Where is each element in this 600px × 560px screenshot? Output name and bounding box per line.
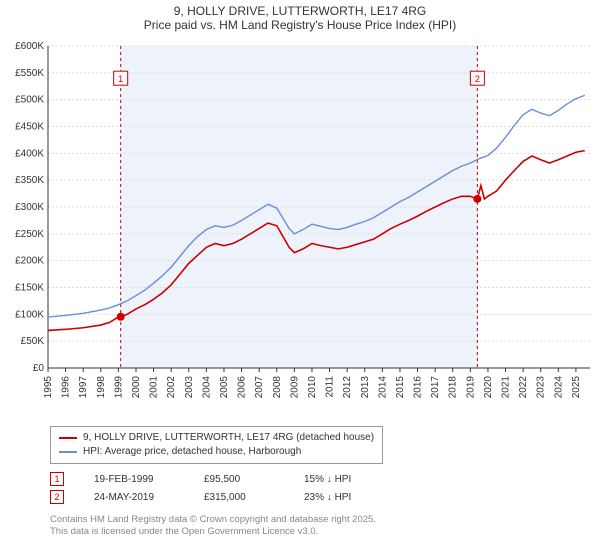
- svg-text:2003: 2003: [184, 376, 195, 399]
- footnote: Contains HM Land Registry data © Crown c…: [50, 514, 376, 538]
- chart-area: £0 £50K £100K £150K £200K £250K £300K £350K £400…: [0, 38, 600, 418]
- svg-text:1: 1: [118, 74, 123, 84]
- legend-label-2: HPI: Average price, detached house, Harb…: [83, 445, 301, 459]
- svg-text:2021: 2021: [501, 376, 512, 399]
- footnote-line1: Contains HM Land Registry data © Crown c…: [50, 514, 376, 526]
- svg-text:2020: 2020: [483, 376, 494, 399]
- svg-text:2016: 2016: [413, 376, 424, 399]
- svg-text:2022: 2022: [518, 376, 529, 399]
- svg-text:2: 2: [475, 74, 480, 84]
- legend-item-1: 9, HOLLY DRIVE, LUTTERWORTH, LE17 4RG (d…: [59, 431, 374, 445]
- svg-text:2012: 2012: [342, 376, 353, 399]
- svg-text:2007: 2007: [254, 376, 265, 399]
- svg-text:1995: 1995: [43, 376, 54, 399]
- annot-price-2: £315,000: [204, 492, 274, 503]
- chart-svg: £0 £50K £100K £150K £200K £250K £300K £350K £400…: [0, 38, 600, 418]
- svg-text:2014: 2014: [377, 376, 388, 399]
- svg-text:£0: £0: [33, 363, 45, 374]
- legend-swatch-2: [59, 451, 77, 453]
- svg-text:2006: 2006: [237, 376, 248, 399]
- svg-text:1996: 1996: [61, 376, 72, 399]
- svg-text:£250K: £250K: [15, 229, 44, 240]
- svg-text:2004: 2004: [201, 376, 212, 399]
- svg-text:£200K: £200K: [15, 256, 44, 267]
- svg-text:2023: 2023: [536, 376, 547, 399]
- annot-date-1: 19-FEB-1999: [94, 474, 174, 485]
- annot-delta-1: 15% ↓ HPI: [304, 474, 351, 485]
- svg-text:£150K: £150K: [15, 283, 44, 294]
- svg-text:2019: 2019: [465, 376, 476, 399]
- svg-text:£550K: £550K: [15, 68, 44, 79]
- svg-text:£500K: £500K: [15, 95, 44, 106]
- legend-swatch-1: [59, 437, 77, 439]
- chart-title: 9, HOLLY DRIVE, LUTTERWORTH, LE17 4RG Pr…: [0, 0, 600, 32]
- annotation-table: 1 19-FEB-1999 £95,500 15% ↓ HPI 2 24-MAY…: [50, 470, 351, 506]
- svg-text:1997: 1997: [78, 376, 89, 399]
- svg-text:2009: 2009: [289, 376, 300, 399]
- svg-text:2008: 2008: [272, 376, 283, 399]
- svg-text:2010: 2010: [307, 376, 318, 399]
- svg-text:1999: 1999: [113, 376, 124, 399]
- footnote-line2: This data is licensed under the Open Gov…: [50, 526, 376, 538]
- svg-text:1998: 1998: [96, 376, 107, 399]
- svg-text:£450K: £450K: [15, 122, 44, 133]
- annot-delta-2: 23% ↓ HPI: [304, 492, 351, 503]
- title-line2: Price paid vs. HM Land Registry's House …: [0, 18, 600, 32]
- svg-text:2013: 2013: [360, 376, 371, 399]
- svg-text:2005: 2005: [219, 376, 230, 399]
- svg-text:2015: 2015: [395, 376, 406, 399]
- annot-marker-2: 2: [50, 490, 64, 504]
- svg-text:£50K: £50K: [21, 336, 45, 347]
- svg-text:2017: 2017: [430, 376, 441, 399]
- svg-text:£350K: £350K: [15, 175, 44, 186]
- annot-row-1: 1 19-FEB-1999 £95,500 15% ↓ HPI: [50, 470, 351, 488]
- title-line1: 9, HOLLY DRIVE, LUTTERWORTH, LE17 4RG: [0, 4, 600, 18]
- legend: 9, HOLLY DRIVE, LUTTERWORTH, LE17 4RG (d…: [50, 426, 383, 464]
- svg-text:£100K: £100K: [15, 309, 44, 320]
- annot-row-2: 2 24-MAY-2019 £315,000 23% ↓ HPI: [50, 488, 351, 506]
- legend-item-2: HPI: Average price, detached house, Harb…: [59, 445, 374, 459]
- annot-marker-1: 1: [50, 472, 64, 486]
- annot-date-2: 24-MAY-2019: [94, 492, 174, 503]
- svg-text:2018: 2018: [448, 376, 459, 399]
- svg-text:2000: 2000: [131, 376, 142, 399]
- svg-text:2024: 2024: [553, 376, 564, 399]
- svg-text:£300K: £300K: [15, 202, 44, 213]
- svg-text:£400K: £400K: [15, 148, 44, 159]
- svg-text:2025: 2025: [571, 376, 582, 399]
- svg-text:2001: 2001: [149, 376, 160, 399]
- svg-text:£600K: £600K: [15, 41, 44, 52]
- legend-label-1: 9, HOLLY DRIVE, LUTTERWORTH, LE17 4RG (d…: [83, 431, 374, 445]
- svg-text:2011: 2011: [325, 376, 336, 398]
- svg-text:2002: 2002: [166, 376, 177, 399]
- annot-price-1: £95,500: [204, 474, 274, 485]
